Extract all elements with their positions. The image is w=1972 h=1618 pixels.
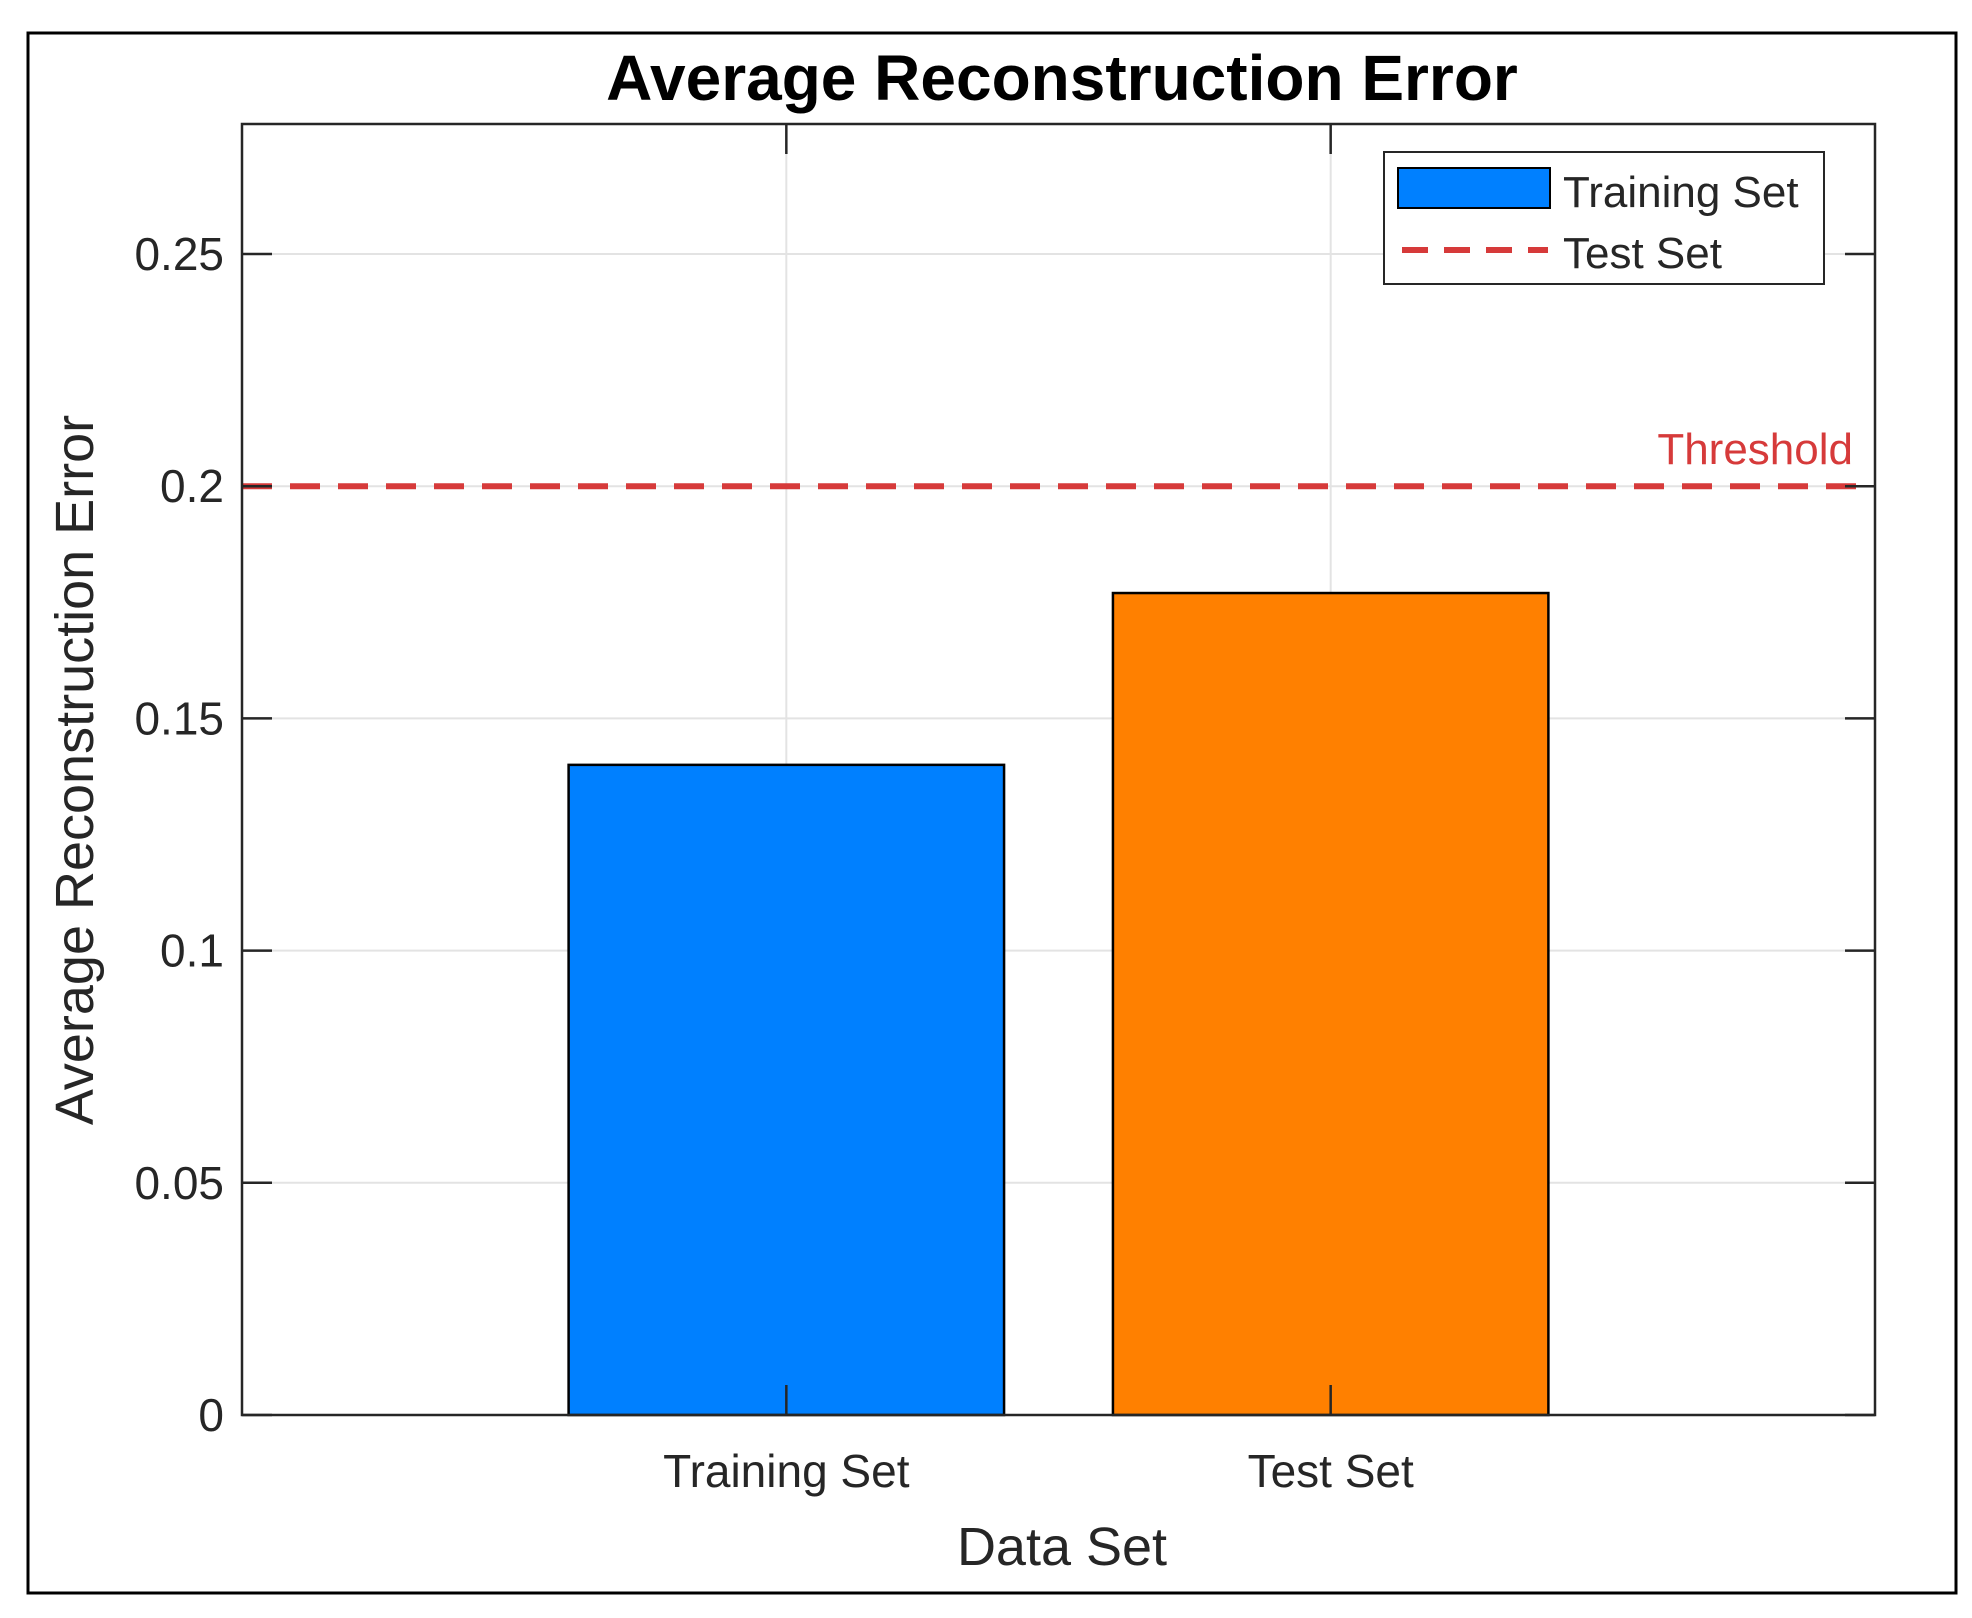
y-tick-label: 0.15: [134, 692, 224, 744]
y-tick-label: 0.2: [160, 460, 224, 512]
bar-training-set: [567, 763, 1006, 1417]
legend-label-training-set: Training Set: [1563, 168, 1799, 217]
x-tick-labels: Training Set Test Set: [663, 1445, 1414, 1497]
y-axis-label: Average Reconstruction Error: [45, 415, 105, 1125]
x-tick-label: Training Set: [663, 1445, 910, 1497]
bars: [567, 591, 1550, 1417]
threshold-label: Threshold: [1657, 425, 1853, 474]
y-tick-label: 0.25: [134, 228, 224, 280]
bar-test-set: [1111, 591, 1550, 1417]
y-tick-label: 0.1: [160, 925, 224, 977]
legend-label-test-set: Test Set: [1563, 229, 1722, 278]
y-tick-label: 0: [198, 1389, 224, 1441]
x-axis-label: Data Set: [957, 1517, 1167, 1577]
plot-box: [240, 122, 1877, 1417]
x-tick-label: Test Set: [1248, 1445, 1414, 1497]
legend-swatch-training-set: [1397, 167, 1551, 209]
chart-title: Average Reconstruction Error: [606, 42, 1518, 114]
legend: Training Set Test Set: [1383, 151, 1825, 285]
plot-area: [242, 124, 1875, 1415]
y-tick-label: 0.05: [134, 1157, 224, 1209]
y-tick-labels: 0 0.05 0.1 0.15 0.2 0.25: [134, 228, 224, 1441]
